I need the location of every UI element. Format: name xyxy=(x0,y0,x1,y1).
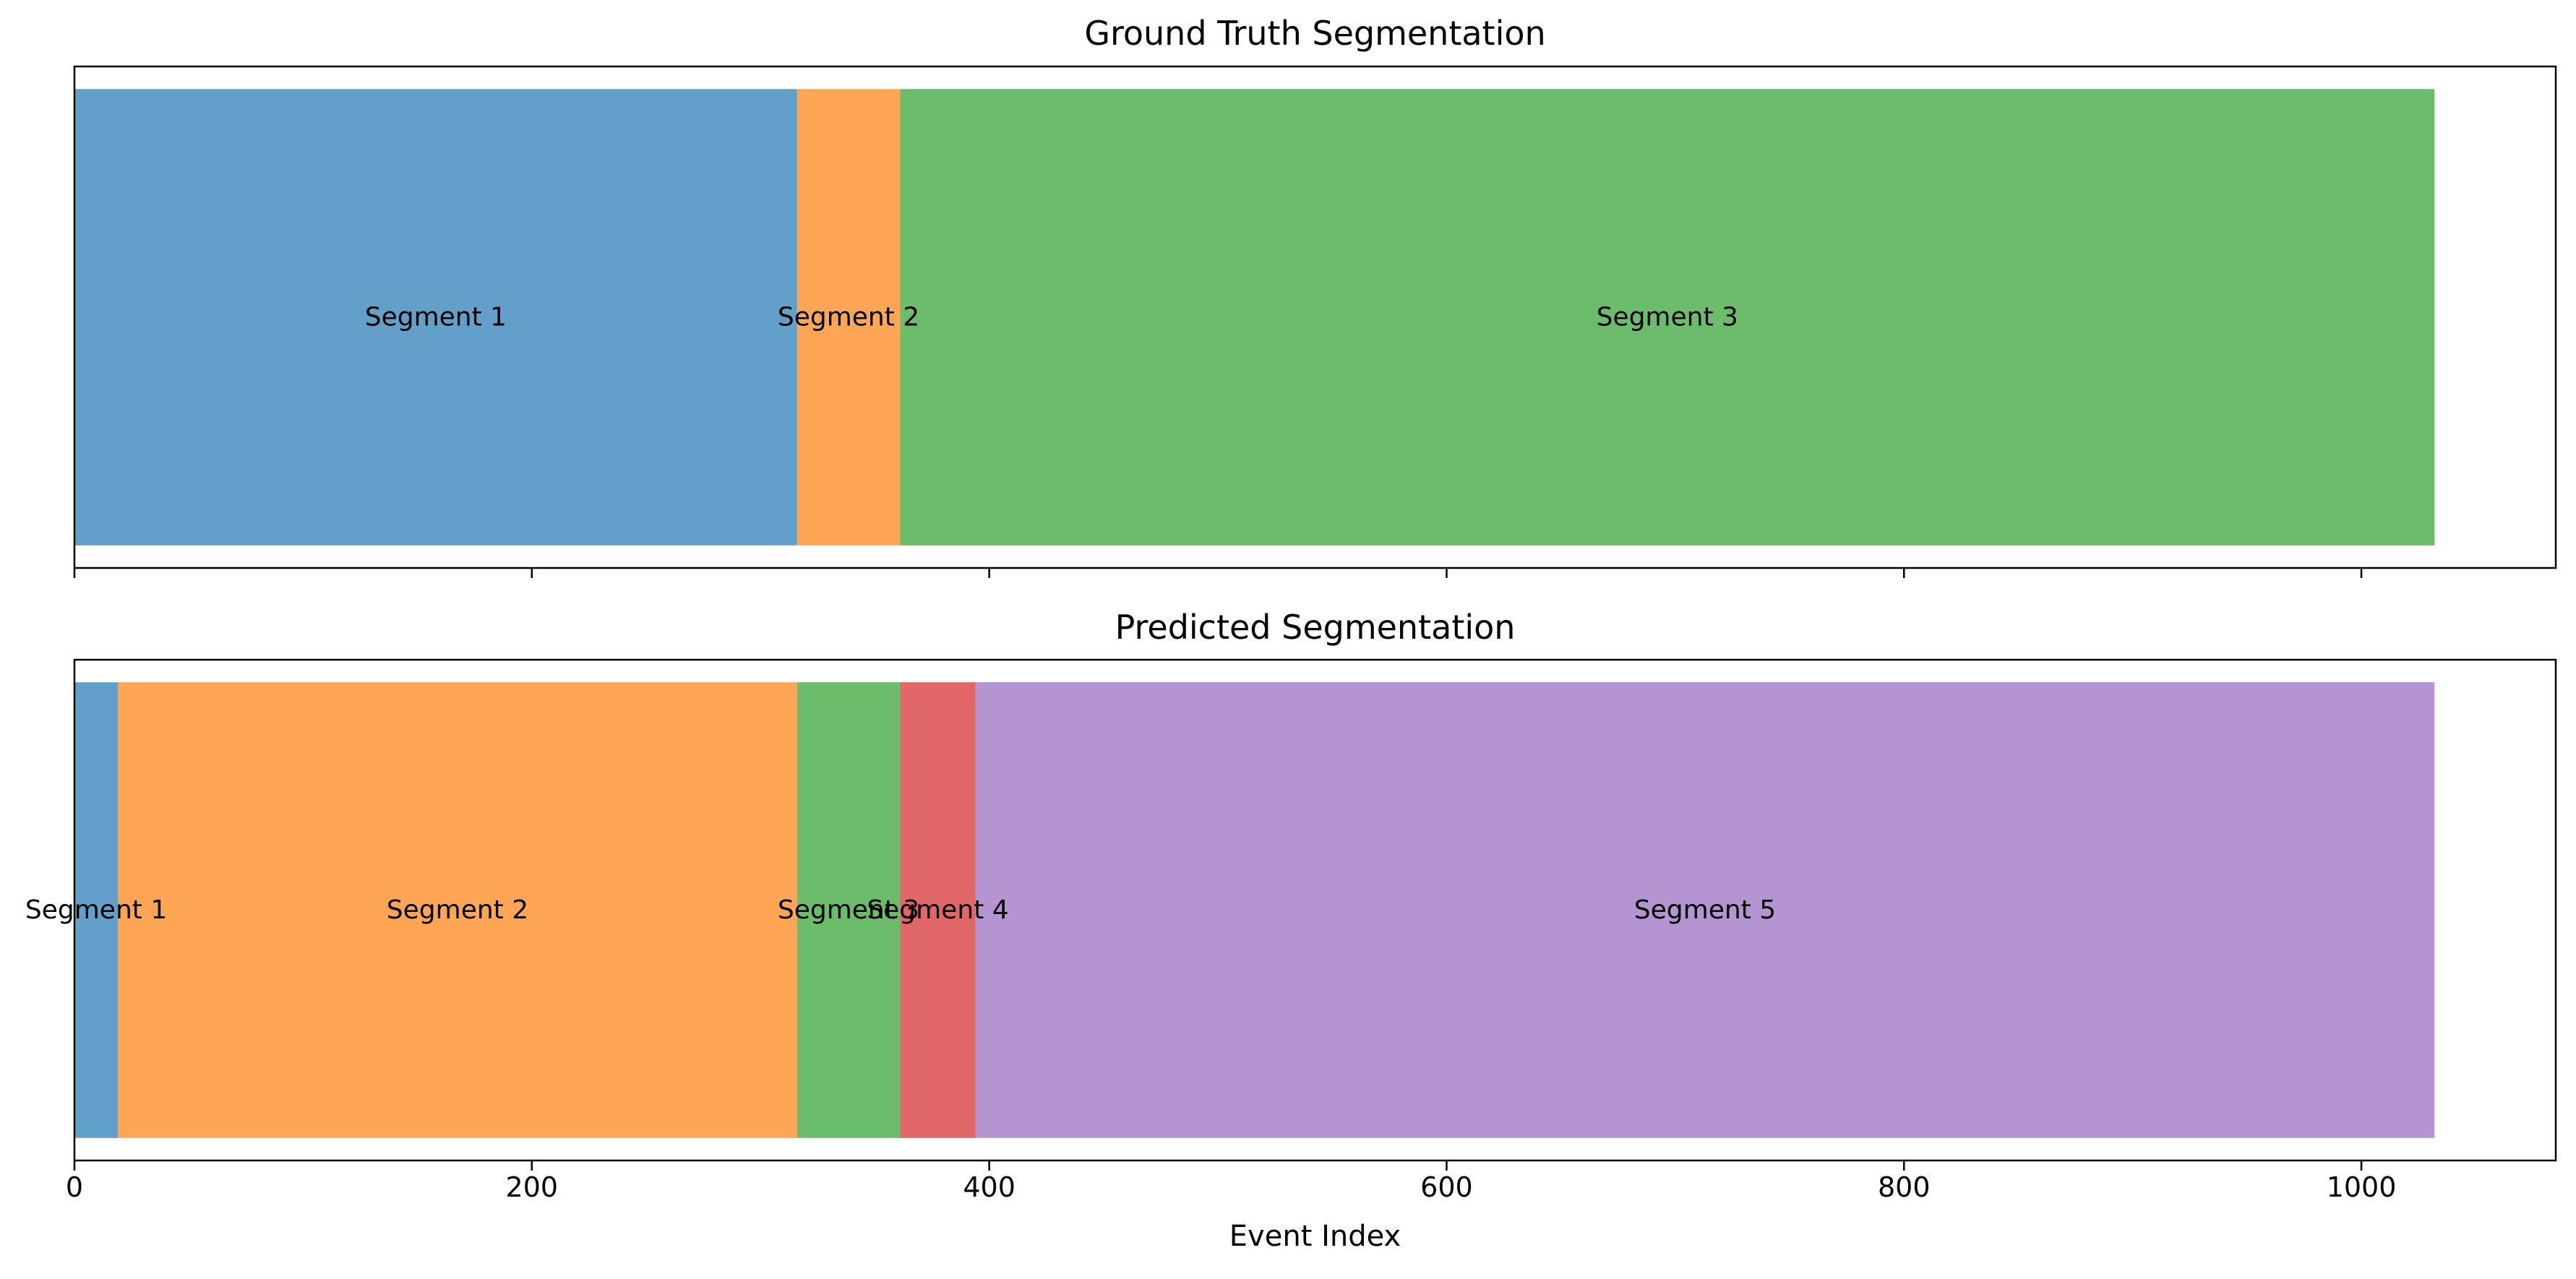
segment-label: Segment 3 xyxy=(778,895,919,925)
segment-label: Segment 2 xyxy=(387,895,528,925)
segment-label: Segment 3 xyxy=(1597,303,1738,332)
segment-bar xyxy=(900,682,976,1138)
segments-group xyxy=(74,682,2435,1138)
x-axis-label: Event Index xyxy=(1229,1220,1401,1253)
segment-bar xyxy=(118,682,797,1138)
segment-bar xyxy=(74,89,797,546)
segment-bar xyxy=(900,89,2435,546)
x-tick-label: 0 xyxy=(66,1171,83,1203)
segment-bar xyxy=(74,682,119,1138)
ground-truth-panel: Segment 1 Segment 2 Segment 3 Ground Truth … xyxy=(73,14,2557,578)
segment-label: Segment 1 xyxy=(365,303,507,332)
axes-frame xyxy=(73,658,2557,1162)
panel-title: Ground Truth Segmentation xyxy=(1084,14,1545,53)
segment-label: Segment 2 xyxy=(778,303,919,332)
segment-bar xyxy=(797,682,901,1138)
x-tick-label: 1000 xyxy=(2327,1171,2397,1203)
x-tick-label: 600 xyxy=(1420,1171,1473,1203)
panel-title: Predicted Segmentation xyxy=(1115,608,1516,647)
segments-group xyxy=(74,89,2435,546)
segment-bar xyxy=(975,682,2435,1138)
segment-label: Segment 5 xyxy=(1634,895,1776,925)
segment-bar xyxy=(797,89,901,546)
segment-label: Segment 1 xyxy=(25,895,167,925)
x-tick-label: 200 xyxy=(506,1171,559,1203)
segment-label: Segment 4 xyxy=(867,895,1008,925)
axes-frame xyxy=(73,65,2557,569)
x-tick-label: 400 xyxy=(963,1171,1016,1203)
x-tick-label: 800 xyxy=(1878,1171,1931,1203)
